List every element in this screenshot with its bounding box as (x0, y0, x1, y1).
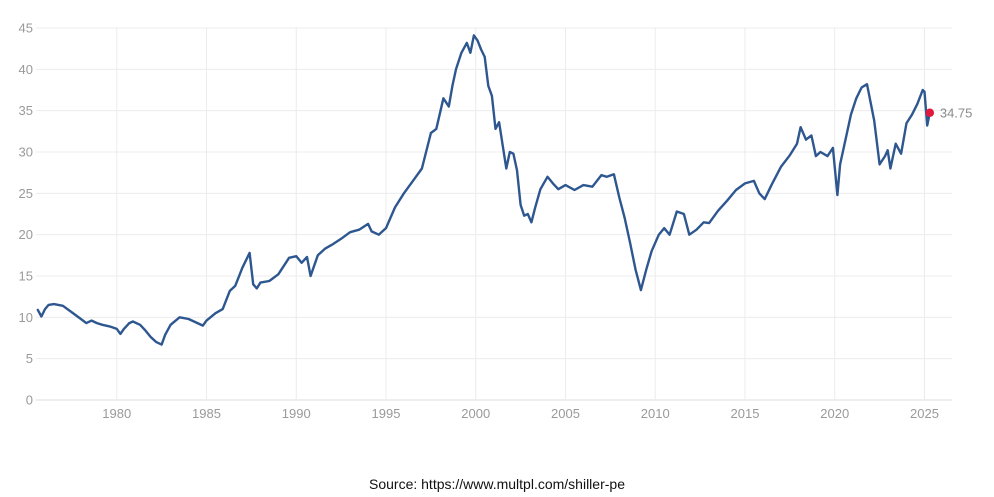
y-tick-label: 25 (19, 186, 33, 201)
x-tick-label: 1985 (192, 406, 221, 421)
y-tick-label: 35 (19, 103, 33, 118)
x-tick-label: 2000 (461, 406, 490, 421)
x-tick-label: 1980 (102, 406, 131, 421)
x-axis: 1980 1985 1990 1995 2000 2005 2010 2015 2020 2025 (102, 406, 939, 421)
x-tick-label: 2020 (820, 406, 849, 421)
x-tick-label: 1995 (372, 406, 401, 421)
x-tick-label: 2025 (910, 406, 939, 421)
x-tick-label: 2015 (731, 406, 760, 421)
y-tick-label: 5 (26, 351, 33, 366)
y-tick-label: 45 (19, 21, 33, 36)
x-tick-label: 2005 (551, 406, 580, 421)
y-tick-label: 15 (19, 269, 33, 284)
x-tick-label: 1990 (282, 406, 311, 421)
y-tick-label: 30 (19, 145, 33, 160)
last-value-label: 34.75 (940, 106, 973, 121)
grid-lines (36, 27, 952, 401)
y-tick-label: 10 (19, 310, 33, 325)
y-tick-label: 20 (19, 227, 33, 242)
y-tick-label: 0 (26, 393, 33, 408)
source-caption: Source: https://www.multpl.com/shiller-p… (369, 476, 625, 492)
y-axis: 0 5 10 15 20 25 30 35 40 45 (19, 21, 33, 408)
last-value-marker (925, 108, 935, 117)
shiller-pe-line (36, 34, 931, 346)
x-tick-label: 2010 (641, 406, 670, 421)
y-tick-label: 40 (19, 62, 33, 77)
